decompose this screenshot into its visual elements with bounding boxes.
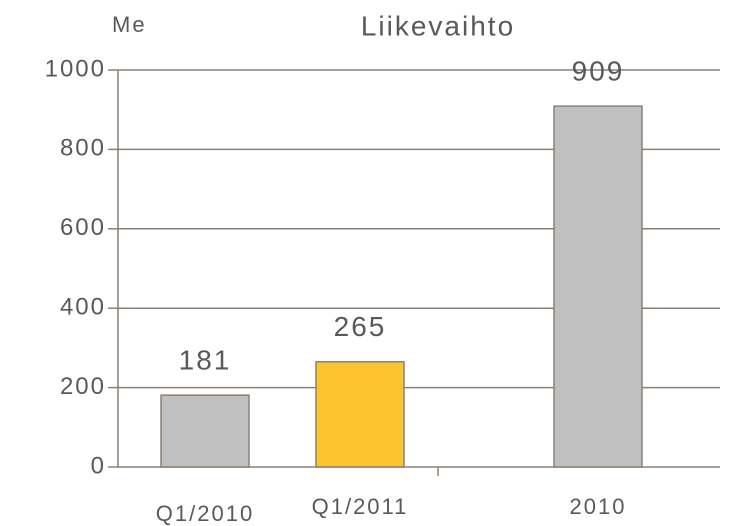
y-tick-label: 0 bbox=[91, 452, 106, 479]
y-tick-label: 400 bbox=[60, 294, 106, 321]
y-tick-label: 800 bbox=[60, 135, 106, 162]
value-label: 265 bbox=[334, 311, 387, 342]
y-tick-label: 600 bbox=[60, 214, 106, 241]
y-tick-label: 200 bbox=[60, 373, 106, 400]
bar bbox=[160, 394, 250, 468]
y-axis-label: Me bbox=[112, 12, 147, 37]
value-label: 909 bbox=[572, 56, 625, 87]
chart-title: Liikevaihto bbox=[361, 10, 515, 41]
y-tick-label: 1000 bbox=[45, 55, 106, 82]
x-tick-label: 2010 bbox=[570, 494, 627, 519]
x-tick-label: Q1/2011 bbox=[312, 494, 409, 519]
value-label: 181 bbox=[179, 345, 232, 376]
bar bbox=[315, 361, 405, 468]
bar bbox=[553, 105, 643, 468]
x-tick-label: Q1/2010 bbox=[156, 501, 254, 526]
